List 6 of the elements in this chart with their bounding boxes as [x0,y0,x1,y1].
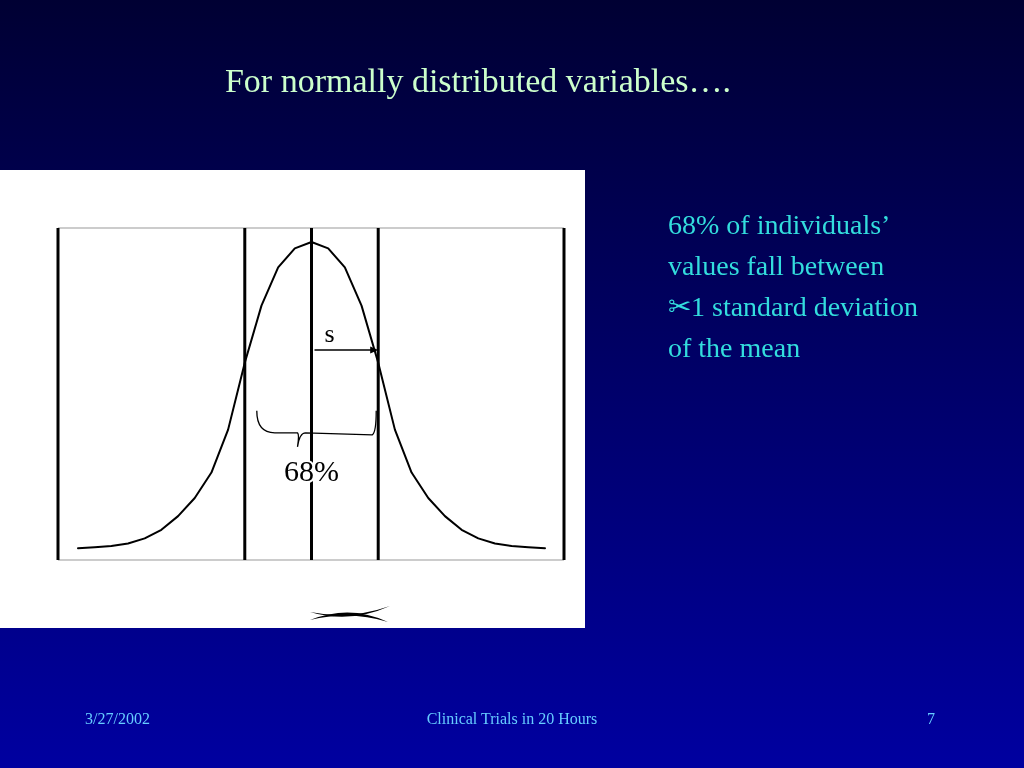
chart-title: For normally distributed variables…. [224,62,732,99]
text: 3/27/2002 [85,710,150,727]
text: 68% of individuals’ values fall between ✂1 standard deviation of the mean [668,209,919,363]
text: Clinical Trials in 20 Hours [426,710,598,727]
annotation: s [324,319,335,349]
text: 7 [927,710,935,727]
